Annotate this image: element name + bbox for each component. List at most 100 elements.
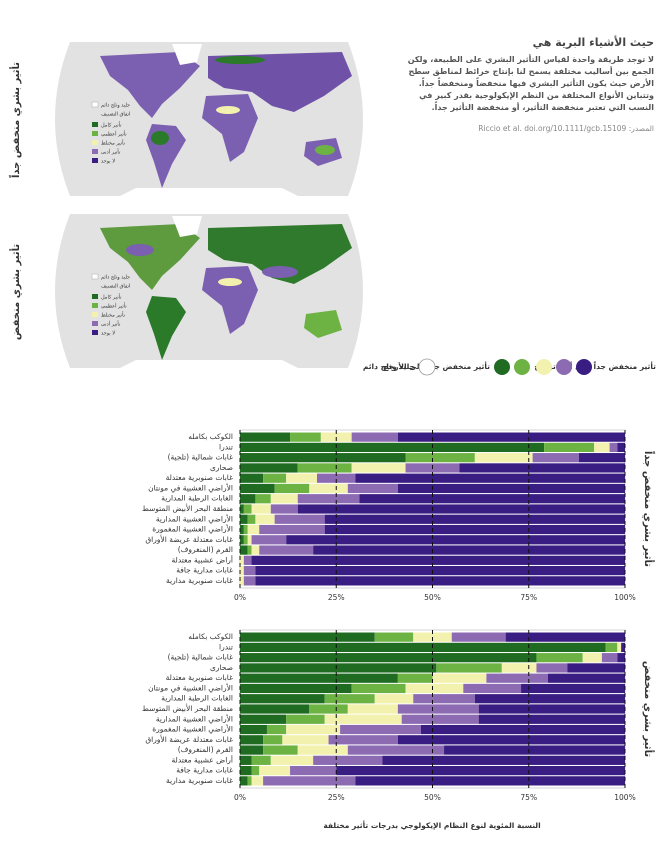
bar-segment bbox=[324, 714, 402, 724]
bar-segment bbox=[444, 745, 625, 755]
bar-segment bbox=[247, 535, 252, 545]
bar-segment bbox=[259, 524, 325, 535]
bar-segment bbox=[255, 514, 275, 524]
bar-segment bbox=[240, 724, 267, 735]
x-axis-label: النسبة المئوية لنوع النظام الإيكولوجي بد… bbox=[323, 820, 540, 830]
map-patch bbox=[218, 278, 242, 286]
bar-segment bbox=[578, 453, 625, 463]
x-tick-label: 25% bbox=[328, 793, 345, 802]
bar-segment bbox=[328, 735, 398, 745]
bar-segment bbox=[286, 724, 341, 735]
bar-segment bbox=[263, 745, 298, 755]
legend-label: تأثير كامل bbox=[101, 293, 122, 301]
bar-segment bbox=[251, 545, 260, 555]
legend-heading: اتفاق التصنيف bbox=[101, 284, 130, 290]
legend-heading: اتفاق التصنيف bbox=[101, 112, 130, 118]
side-label: تأثير بشري منخفض bbox=[642, 661, 655, 757]
bar-segment bbox=[240, 442, 545, 453]
bar-segment bbox=[297, 504, 625, 514]
bar-segment bbox=[290, 432, 321, 442]
bar-segment bbox=[309, 483, 348, 494]
legend-label: تأثير منخفض جداً على أقل ترجيح bbox=[534, 360, 656, 371]
bar-segment bbox=[240, 704, 310, 714]
north-america bbox=[100, 52, 200, 118]
bar-segment bbox=[263, 473, 287, 483]
bar-segment bbox=[247, 776, 252, 786]
legend-swatch bbox=[92, 140, 98, 145]
bar-segment bbox=[240, 642, 606, 653]
south-america bbox=[146, 296, 186, 360]
bar-segment bbox=[297, 463, 352, 473]
bar-segment bbox=[240, 494, 256, 504]
legend-label: لا يوجد bbox=[101, 331, 115, 337]
bar-segment bbox=[401, 714, 479, 724]
legend-swatch bbox=[91, 101, 99, 108]
bar-segment bbox=[240, 663, 437, 673]
category-label: غابات معتدلة عريضة الأوراق bbox=[145, 534, 233, 544]
category-label: غابات مدارية جافة bbox=[176, 566, 233, 575]
greenland bbox=[172, 44, 202, 65]
legend-swatch bbox=[92, 149, 98, 154]
map-patch bbox=[126, 244, 154, 256]
bar-segment bbox=[582, 653, 602, 663]
category-label: القرم (المنغروف) bbox=[178, 745, 233, 754]
bar-segment bbox=[290, 765, 337, 776]
bar-segment bbox=[567, 663, 625, 673]
bar-segment bbox=[420, 724, 625, 735]
legend-label: تأثير أعظمي bbox=[101, 302, 127, 310]
bar-segment bbox=[240, 673, 398, 683]
legend-swatch bbox=[92, 122, 98, 127]
legend-label: تأثير أدنى bbox=[101, 148, 121, 156]
bar-segment bbox=[240, 735, 264, 745]
bar-segment bbox=[340, 724, 421, 735]
bar-segment bbox=[251, 776, 264, 786]
legend-label: تأثير مختلط bbox=[101, 139, 126, 147]
bar-segment bbox=[240, 514, 248, 524]
bar-segment bbox=[240, 453, 406, 463]
category-label: الأراضي العشبية المدارية bbox=[156, 713, 233, 723]
bar-segment bbox=[382, 755, 625, 765]
source: المصدر: Riccio et al. doi.org/10.1111/gc… bbox=[478, 124, 654, 133]
bar-segment bbox=[347, 745, 445, 755]
bar-segment bbox=[286, 714, 325, 724]
legend-swatch bbox=[92, 330, 98, 335]
bar-segment bbox=[474, 694, 625, 704]
bar-segment bbox=[355, 776, 625, 786]
map-label: تأثير بشري منخفض جداً bbox=[8, 62, 22, 178]
bar-segment bbox=[270, 755, 314, 765]
category-label: الأراضي العشبية في مونتان bbox=[148, 682, 233, 692]
bar-segment bbox=[351, 683, 406, 694]
bar-segment bbox=[605, 642, 618, 653]
bar-segment bbox=[240, 745, 264, 755]
bar-segment bbox=[240, 776, 248, 786]
category-label: غابات صنوبرية مدارية bbox=[166, 576, 233, 585]
bar-segment bbox=[270, 494, 298, 504]
bar-segment bbox=[243, 535, 248, 545]
legend-dot bbox=[494, 359, 510, 375]
bar-segment bbox=[544, 442, 595, 453]
bar-segment bbox=[351, 432, 398, 442]
legend-dot bbox=[576, 359, 592, 375]
x-tick-label: 50% bbox=[424, 793, 441, 802]
bar-segment bbox=[451, 632, 506, 642]
bar-segment bbox=[436, 663, 502, 673]
category-label: القرم (المنغروف) bbox=[178, 545, 233, 554]
category-label: غابات معتدلة عريضة الأوراق bbox=[145, 734, 233, 744]
category-label: غابات شمالية (تلجية) bbox=[168, 453, 234, 462]
bar-segment bbox=[243, 576, 256, 586]
legend-dot bbox=[514, 359, 530, 375]
legend-swatch bbox=[91, 273, 99, 280]
bar-segment bbox=[397, 432, 625, 442]
bar-segment bbox=[405, 453, 475, 463]
category-label: أراض عشبية معتدلة bbox=[172, 754, 233, 764]
bar-segment bbox=[240, 432, 291, 442]
antarctica bbox=[120, 188, 298, 196]
bar-segment bbox=[247, 545, 252, 555]
bar-segment bbox=[548, 673, 625, 683]
category-label: الغابات الرطبة المدارية bbox=[161, 694, 233, 703]
eurasia bbox=[208, 224, 352, 284]
legend-label: تأثير كامل bbox=[101, 121, 122, 129]
legend-dot bbox=[418, 358, 436, 376]
africa bbox=[202, 266, 258, 334]
